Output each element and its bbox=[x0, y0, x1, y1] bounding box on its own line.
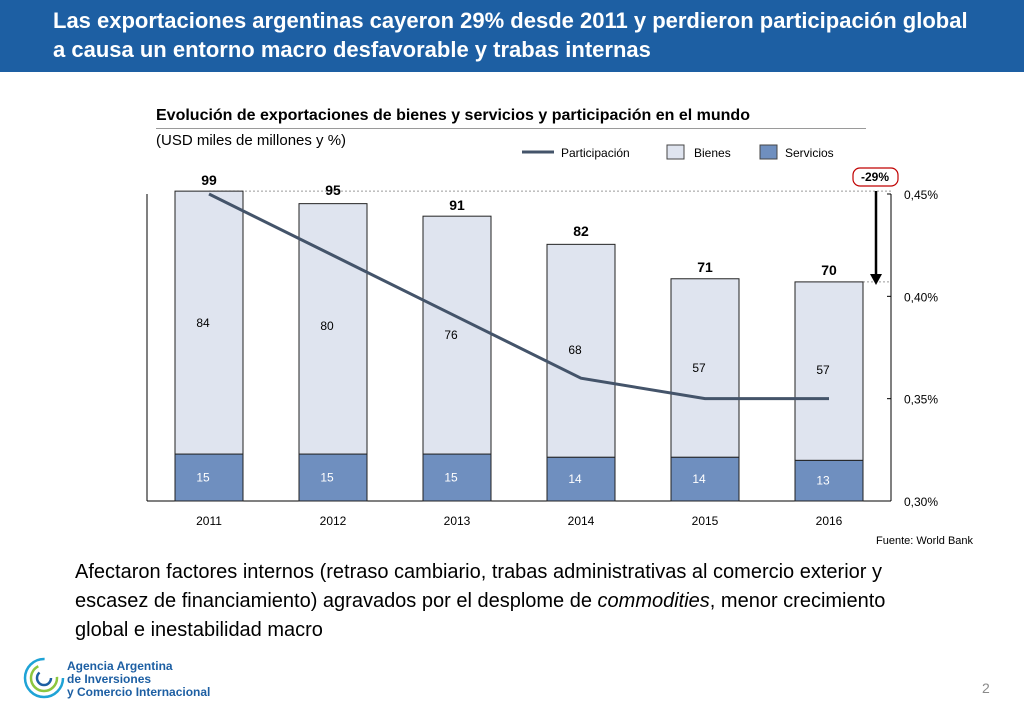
body-text-part-1: Afectaron factores internos (retraso cam… bbox=[75, 561, 882, 612]
bar-servicios bbox=[546, 456, 616, 502]
body-text-part-2: , menor crecimiento global e inestabilid… bbox=[75, 590, 886, 641]
x-tick-label: 2013 bbox=[444, 514, 471, 528]
participacion-line bbox=[208, 192, 829, 401]
chart-title: Evolución de exportaciones de bienes y s… bbox=[156, 107, 750, 124]
bar-servicios bbox=[670, 456, 740, 502]
x-tick-label: 2012 bbox=[320, 514, 347, 528]
bar-bienes bbox=[670, 278, 740, 458]
change-annotation-label: -29% bbox=[861, 170, 889, 184]
servicios-value-label: 15 bbox=[444, 471, 458, 485]
total-value-label: 82 bbox=[573, 223, 589, 239]
legend-label-servicios: Servicios bbox=[785, 146, 834, 160]
chart-title-divider bbox=[156, 128, 866, 129]
source-note: Fuente: World Bank bbox=[876, 535, 974, 547]
bar-bienes bbox=[174, 190, 244, 455]
x-tick-label: 2014 bbox=[568, 514, 595, 528]
body-text-italic: commodities bbox=[597, 590, 710, 612]
bienes-value-label: 57 bbox=[816, 363, 830, 377]
bar-servicios bbox=[794, 459, 864, 502]
bienes-value-label: 68 bbox=[568, 343, 582, 357]
title-banner: Las exportaciones argentinas cayeron 29%… bbox=[0, 0, 1024, 72]
total-value-label: 91 bbox=[449, 197, 465, 213]
chart-subtitle: (USD miles de millones y %) bbox=[156, 132, 347, 149]
bienes-value-label: 76 bbox=[444, 328, 458, 342]
total-value-label: 71 bbox=[697, 259, 713, 275]
change-arrow-head bbox=[870, 274, 882, 285]
servicios-value-label: 13 bbox=[816, 474, 830, 488]
bar-servicios bbox=[174, 453, 244, 502]
bienes-value-label: 57 bbox=[692, 361, 706, 375]
legend-swatch-bienes bbox=[666, 144, 685, 160]
servicios-value-label: 14 bbox=[568, 472, 582, 486]
legend-label-participacion: Participación bbox=[561, 146, 630, 160]
bienes-value-label: 80 bbox=[320, 319, 334, 333]
right-axis-tick-label: 0,45% bbox=[904, 188, 938, 202]
page-title-line-2: a causa un entorno macro desfavorable y … bbox=[53, 37, 651, 62]
logo-line-1: Agencia Argentina bbox=[67, 659, 173, 673]
right-axis-tick-label: 0,40% bbox=[904, 290, 938, 304]
bar-servicios bbox=[422, 453, 492, 502]
agency-logo-text: Agencia Argentina de Inversiones y Comer… bbox=[67, 660, 210, 699]
body-text: Afectaron factores internos (retraso cam… bbox=[75, 558, 905, 645]
logo-line-3: y Comercio Internacional bbox=[67, 685, 211, 699]
x-tick-label: 2016 bbox=[816, 514, 843, 528]
x-tick-label: 2015 bbox=[692, 514, 719, 528]
logo-line-2: de Inversiones bbox=[67, 672, 152, 686]
page-title-line-1: Las exportaciones argentinas cayeron 29%… bbox=[53, 8, 968, 33]
servicios-value-label: 15 bbox=[320, 471, 334, 485]
bar-bienes bbox=[422, 215, 492, 455]
total-value-label: 95 bbox=[325, 182, 341, 198]
legend-swatch-servicios bbox=[759, 144, 778, 160]
page-title: Las exportaciones argentinas cayeron 29%… bbox=[53, 6, 1013, 64]
right-axis-tick-label: 0,35% bbox=[904, 393, 938, 407]
legend-label-bienes: Bienes bbox=[694, 146, 731, 160]
change-annotation-box bbox=[852, 167, 899, 187]
bar-servicios bbox=[298, 453, 368, 502]
right-axis-tick-label: 0,30% bbox=[904, 495, 938, 509]
page-number: 2 bbox=[982, 680, 990, 696]
agency-logo-icon bbox=[23, 657, 65, 699]
total-value-label: 70 bbox=[821, 262, 837, 278]
x-tick-label: 2011 bbox=[196, 514, 222, 528]
bienes-value-label: 84 bbox=[196, 316, 210, 330]
total-value-label: 99 bbox=[201, 172, 217, 188]
bar-bienes bbox=[546, 243, 616, 458]
servicios-value-label: 14 bbox=[692, 472, 706, 486]
bar-bienes bbox=[794, 281, 864, 461]
servicios-value-label: 15 bbox=[196, 471, 210, 485]
